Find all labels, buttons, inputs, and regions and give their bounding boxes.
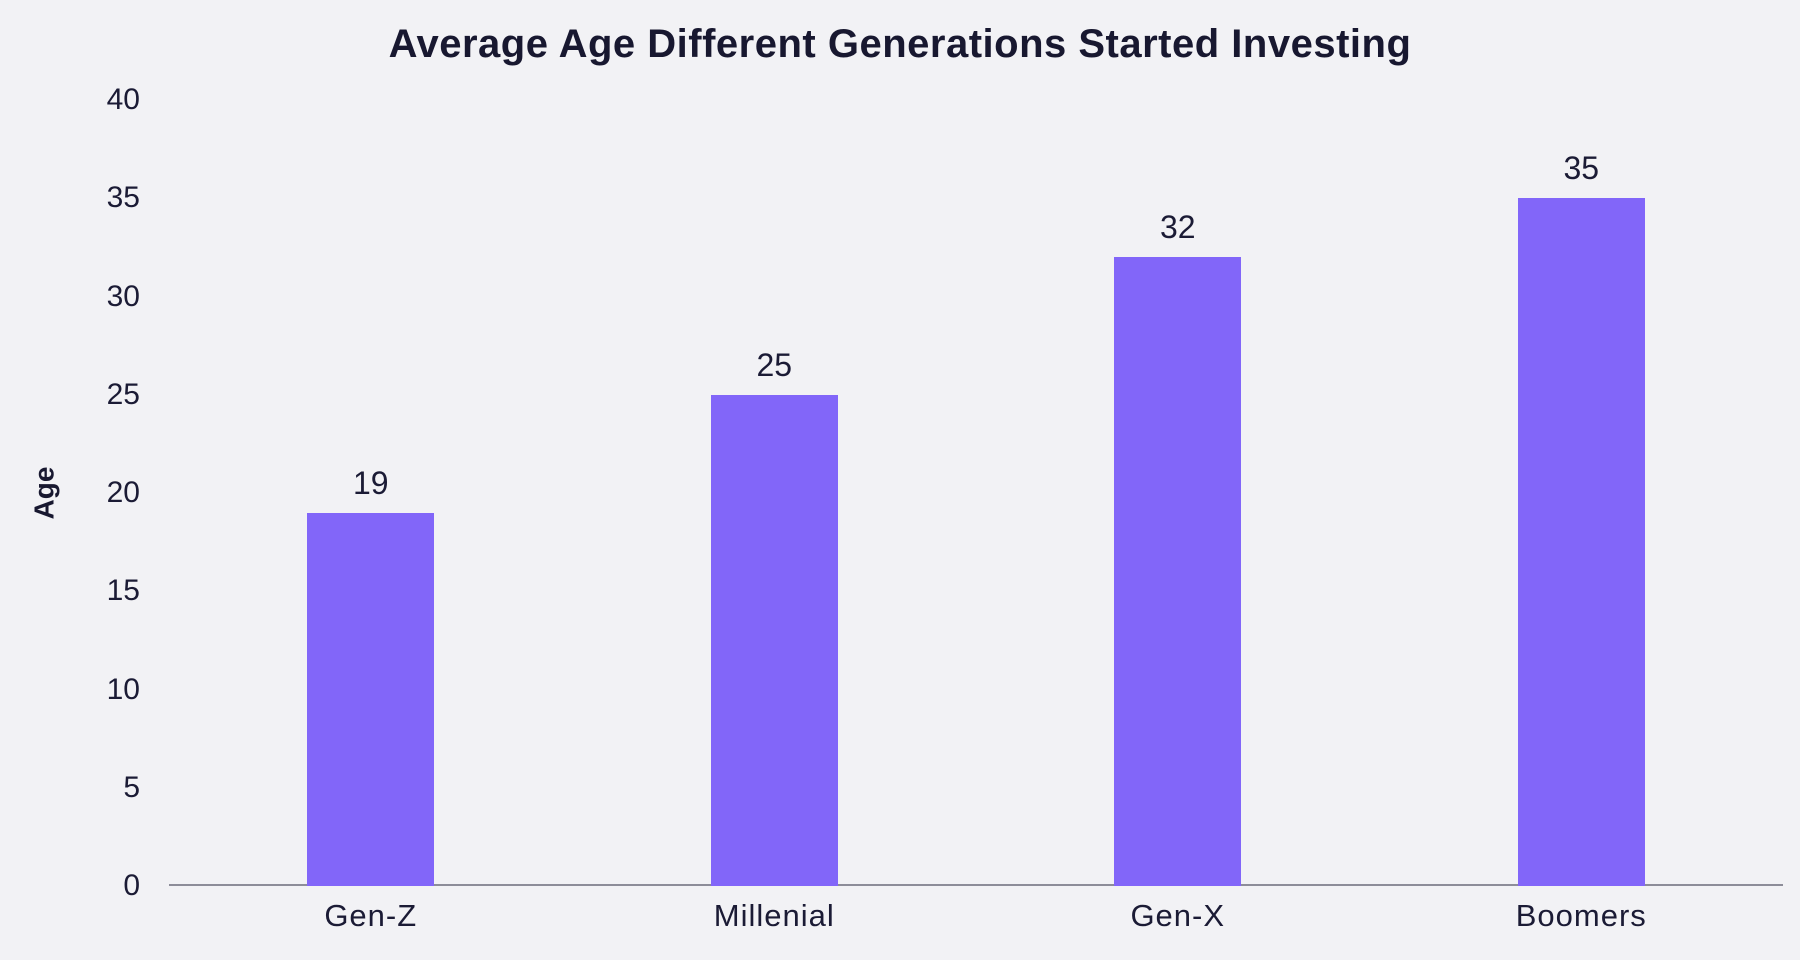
plot-area: 19 25 32 35 bbox=[169, 100, 1783, 886]
x-tick-label-gen-z: Gen-Z bbox=[324, 898, 418, 933]
y-tick-label: 0 bbox=[123, 869, 140, 902]
x-axis-tick-labels: Gen-Z Millenial Gen-X Boomers bbox=[169, 898, 1783, 934]
x-axis-line bbox=[169, 884, 1783, 886]
x-tick-label-gen-x: Gen-X bbox=[1130, 898, 1226, 933]
y-axis-tick-labels: 0 5 10 15 20 25 30 35 40 bbox=[0, 85, 140, 901]
bar-gen-x bbox=[1114, 257, 1242, 886]
bar-value-label: 25 bbox=[756, 346, 793, 383]
x-tick-label-millenial: Millenial bbox=[713, 898, 835, 933]
y-tick-label: 30 bbox=[106, 279, 140, 313]
y-tick-label: 5 bbox=[123, 770, 140, 804]
y-tick-label: 25 bbox=[106, 377, 140, 411]
bar-gen-z bbox=[307, 512, 435, 886]
bar-value-label: 35 bbox=[1563, 150, 1600, 187]
bar-value-label: 19 bbox=[352, 464, 389, 501]
bar-slot-gen-x: 32 bbox=[976, 100, 1380, 886]
y-tick-label: 10 bbox=[106, 672, 140, 706]
y-tick-label: 20 bbox=[106, 476, 140, 509]
bar-slot-boomers: 35 bbox=[1380, 100, 1784, 886]
bar-series: 19 25 32 35 bbox=[169, 100, 1783, 886]
bar-value-label: 32 bbox=[1159, 209, 1196, 246]
y-tick-label: 15 bbox=[106, 574, 140, 608]
y-tick-label: 40 bbox=[106, 83, 140, 116]
bar-millenial bbox=[710, 394, 838, 886]
y-tick-label: 35 bbox=[106, 181, 140, 215]
bar-boomers bbox=[1517, 198, 1645, 886]
bar-slot-gen-z: 19 bbox=[169, 100, 573, 886]
bar-slot-millenial: 25 bbox=[573, 100, 977, 886]
x-tick-label-boomers: Boomers bbox=[1515, 898, 1647, 933]
chart-title: Average Age Different Generations Starte… bbox=[388, 22, 1412, 66]
